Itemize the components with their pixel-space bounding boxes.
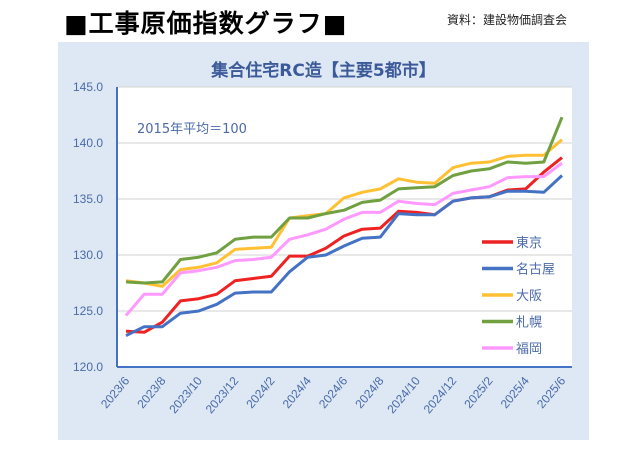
y-tick-label: 135.0	[73, 192, 103, 206]
x-tick-label: 2024/2	[243, 374, 278, 411]
legend-label: 名古屋	[516, 262, 555, 278]
x-tick-label: 2025/4	[498, 374, 533, 411]
x-tick-label: 2025/2	[461, 374, 496, 411]
x-tick-label: 2024/6	[316, 374, 351, 411]
chart-title: 集合住宅RC造【主要5都市】	[211, 61, 436, 81]
series-line-大阪	[125, 138, 563, 288]
series-line-名古屋	[125, 174, 564, 337]
series-line-札幌	[125, 116, 564, 285]
x-tick-label: 2025/6	[534, 374, 569, 411]
y-tick-label: 145.0	[73, 80, 103, 94]
series-line-福岡	[124, 161, 563, 317]
legend-label: 札幌	[516, 315, 542, 331]
x-tick-label: 2024/4	[280, 374, 315, 411]
legend-label: 東京	[516, 235, 542, 251]
x-tick-label: 2024/12	[421, 374, 460, 416]
legend-label: 大阪	[516, 289, 542, 304]
page-title: ■工事原価指数グラフ■	[64, 9, 348, 38]
legend-label: 福岡	[516, 342, 542, 357]
x-tick-label: 2024/10	[384, 374, 423, 416]
y-tick-label: 140.0	[73, 136, 103, 150]
x-tick-label: 2023/8	[134, 374, 169, 411]
y-tick-label: 130.0	[73, 248, 103, 262]
y-tick-label: 120.0	[73, 360, 103, 374]
x-tick-label: 2023/12	[203, 374, 242, 416]
x-tick-label: 2023/6	[98, 374, 133, 411]
x-tick-label: 2023/10	[166, 374, 205, 416]
source-note: 資料：建設物価調査会	[447, 13, 568, 27]
y-tick-label: 125.0	[73, 304, 103, 318]
x-tick-label: 2024/8	[352, 374, 387, 411]
baseline-annotation: 2015年平均＝100	[137, 122, 247, 137]
